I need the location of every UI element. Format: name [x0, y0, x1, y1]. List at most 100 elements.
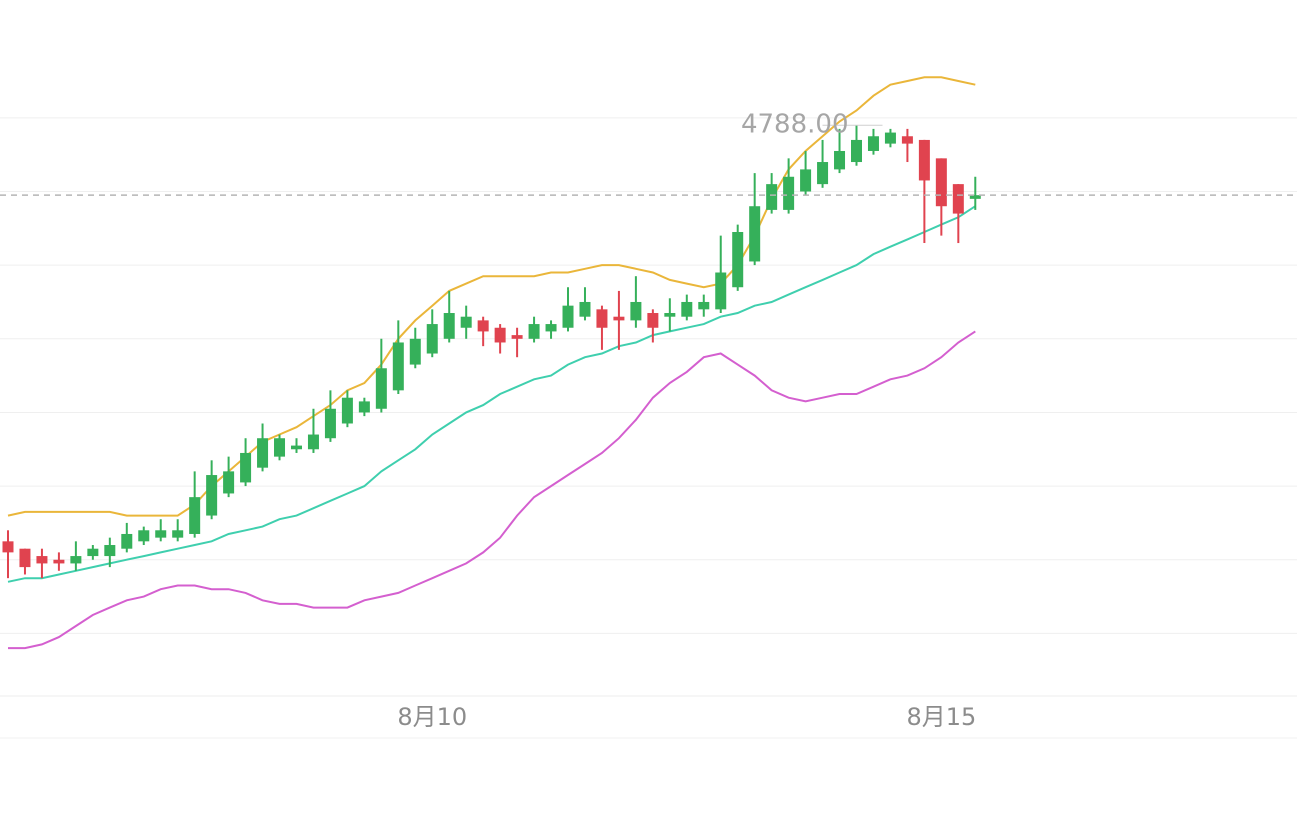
- candle: [206, 460, 218, 520]
- candle: [307, 408, 319, 453]
- candle: [613, 290, 625, 350]
- candle: [223, 456, 235, 498]
- candle: [528, 316, 540, 343]
- candle: [477, 316, 489, 347]
- candle-body: [613, 316, 625, 321]
- candle-body: [647, 313, 659, 328]
- candle: [545, 320, 557, 339]
- candle-body: [36, 556, 48, 564]
- candle: [834, 128, 846, 174]
- candle-body: [766, 184, 778, 210]
- candle: [409, 327, 421, 369]
- candle: [630, 276, 642, 328]
- indicator-line: [7, 76, 976, 517]
- candle: [952, 184, 964, 244]
- candle-body: [884, 132, 896, 144]
- candle-body: [851, 139, 862, 163]
- candle-body: [969, 195, 981, 199]
- candle: [274, 434, 286, 461]
- candle: [918, 139, 930, 244]
- indicator-line: [8, 330, 976, 650]
- candle-body: [681, 301, 693, 317]
- candle-body: [562, 305, 574, 328]
- candle-body: [121, 533, 133, 549]
- candle: [901, 128, 913, 163]
- candle: [664, 298, 676, 332]
- candle: [19, 548, 31, 575]
- max-high-label: 4788.00: [741, 110, 849, 140]
- candle: [698, 294, 710, 317]
- candle-body: [443, 313, 455, 339]
- candle: [935, 158, 947, 236]
- candle-body: [867, 136, 879, 151]
- candle-body: [2, 541, 14, 553]
- candle: [290, 438, 302, 453]
- candle: [596, 305, 608, 350]
- candle-body: [223, 471, 235, 494]
- candle: [715, 235, 727, 314]
- candle: [189, 471, 201, 538]
- candle: [884, 128, 896, 148]
- candle-body: [596, 309, 608, 328]
- candle: [392, 320, 404, 395]
- candle: [579, 287, 591, 321]
- candle-body: [155, 530, 167, 538]
- candle-body: [698, 301, 710, 310]
- candle-body: [834, 150, 846, 170]
- candle-body: [511, 335, 523, 339]
- candle: [138, 526, 150, 546]
- candle: [443, 290, 455, 343]
- candle: [240, 438, 252, 487]
- candle: [172, 519, 184, 542]
- candle: [70, 541, 82, 571]
- candle-body: [715, 272, 727, 310]
- candle-body: [19, 548, 31, 568]
- candle: [155, 519, 167, 542]
- candle-body: [53, 559, 65, 564]
- candle-body: [477, 320, 489, 332]
- candle: [324, 390, 336, 442]
- candle-body: [528, 324, 540, 339]
- candle-body: [664, 313, 676, 317]
- candle: [681, 294, 693, 321]
- candle: [766, 173, 778, 214]
- candle-body: [732, 232, 744, 288]
- candle: [104, 537, 116, 568]
- candle-body: [817, 162, 829, 185]
- candle-body: [240, 452, 252, 483]
- candle: [36, 548, 48, 579]
- candle-body: [918, 139, 930, 181]
- candle-body: [358, 401, 370, 413]
- x-tick-label: 8月10: [397, 703, 467, 731]
- candle-body: [800, 169, 812, 192]
- candle-body: [290, 445, 302, 450]
- candle: [511, 327, 523, 358]
- candle-body: [749, 206, 761, 262]
- candle-body: [426, 324, 438, 354]
- candle-body: [172, 530, 184, 538]
- candle-body: [257, 438, 269, 468]
- candle: [783, 158, 795, 214]
- candle-body: [70, 556, 82, 564]
- candle: [2, 530, 14, 579]
- candle: [867, 128, 879, 155]
- candle-body: [545, 324, 557, 332]
- candle: [494, 324, 506, 354]
- candle-body: [307, 434, 319, 450]
- candle-body: [324, 408, 336, 439]
- candle-body: [189, 497, 201, 534]
- candle: [562, 287, 574, 332]
- x-tick-label: 8月15: [906, 703, 976, 731]
- candle: [121, 522, 133, 553]
- candle: [53, 552, 65, 571]
- candle-body: [138, 530, 150, 542]
- candle: [375, 338, 387, 413]
- candle-body: [783, 176, 795, 210]
- candle-body: [952, 184, 964, 214]
- candle: [87, 545, 99, 560]
- candle-body: [630, 301, 642, 321]
- candle-body: [375, 368, 387, 409]
- candle-body: [341, 397, 353, 424]
